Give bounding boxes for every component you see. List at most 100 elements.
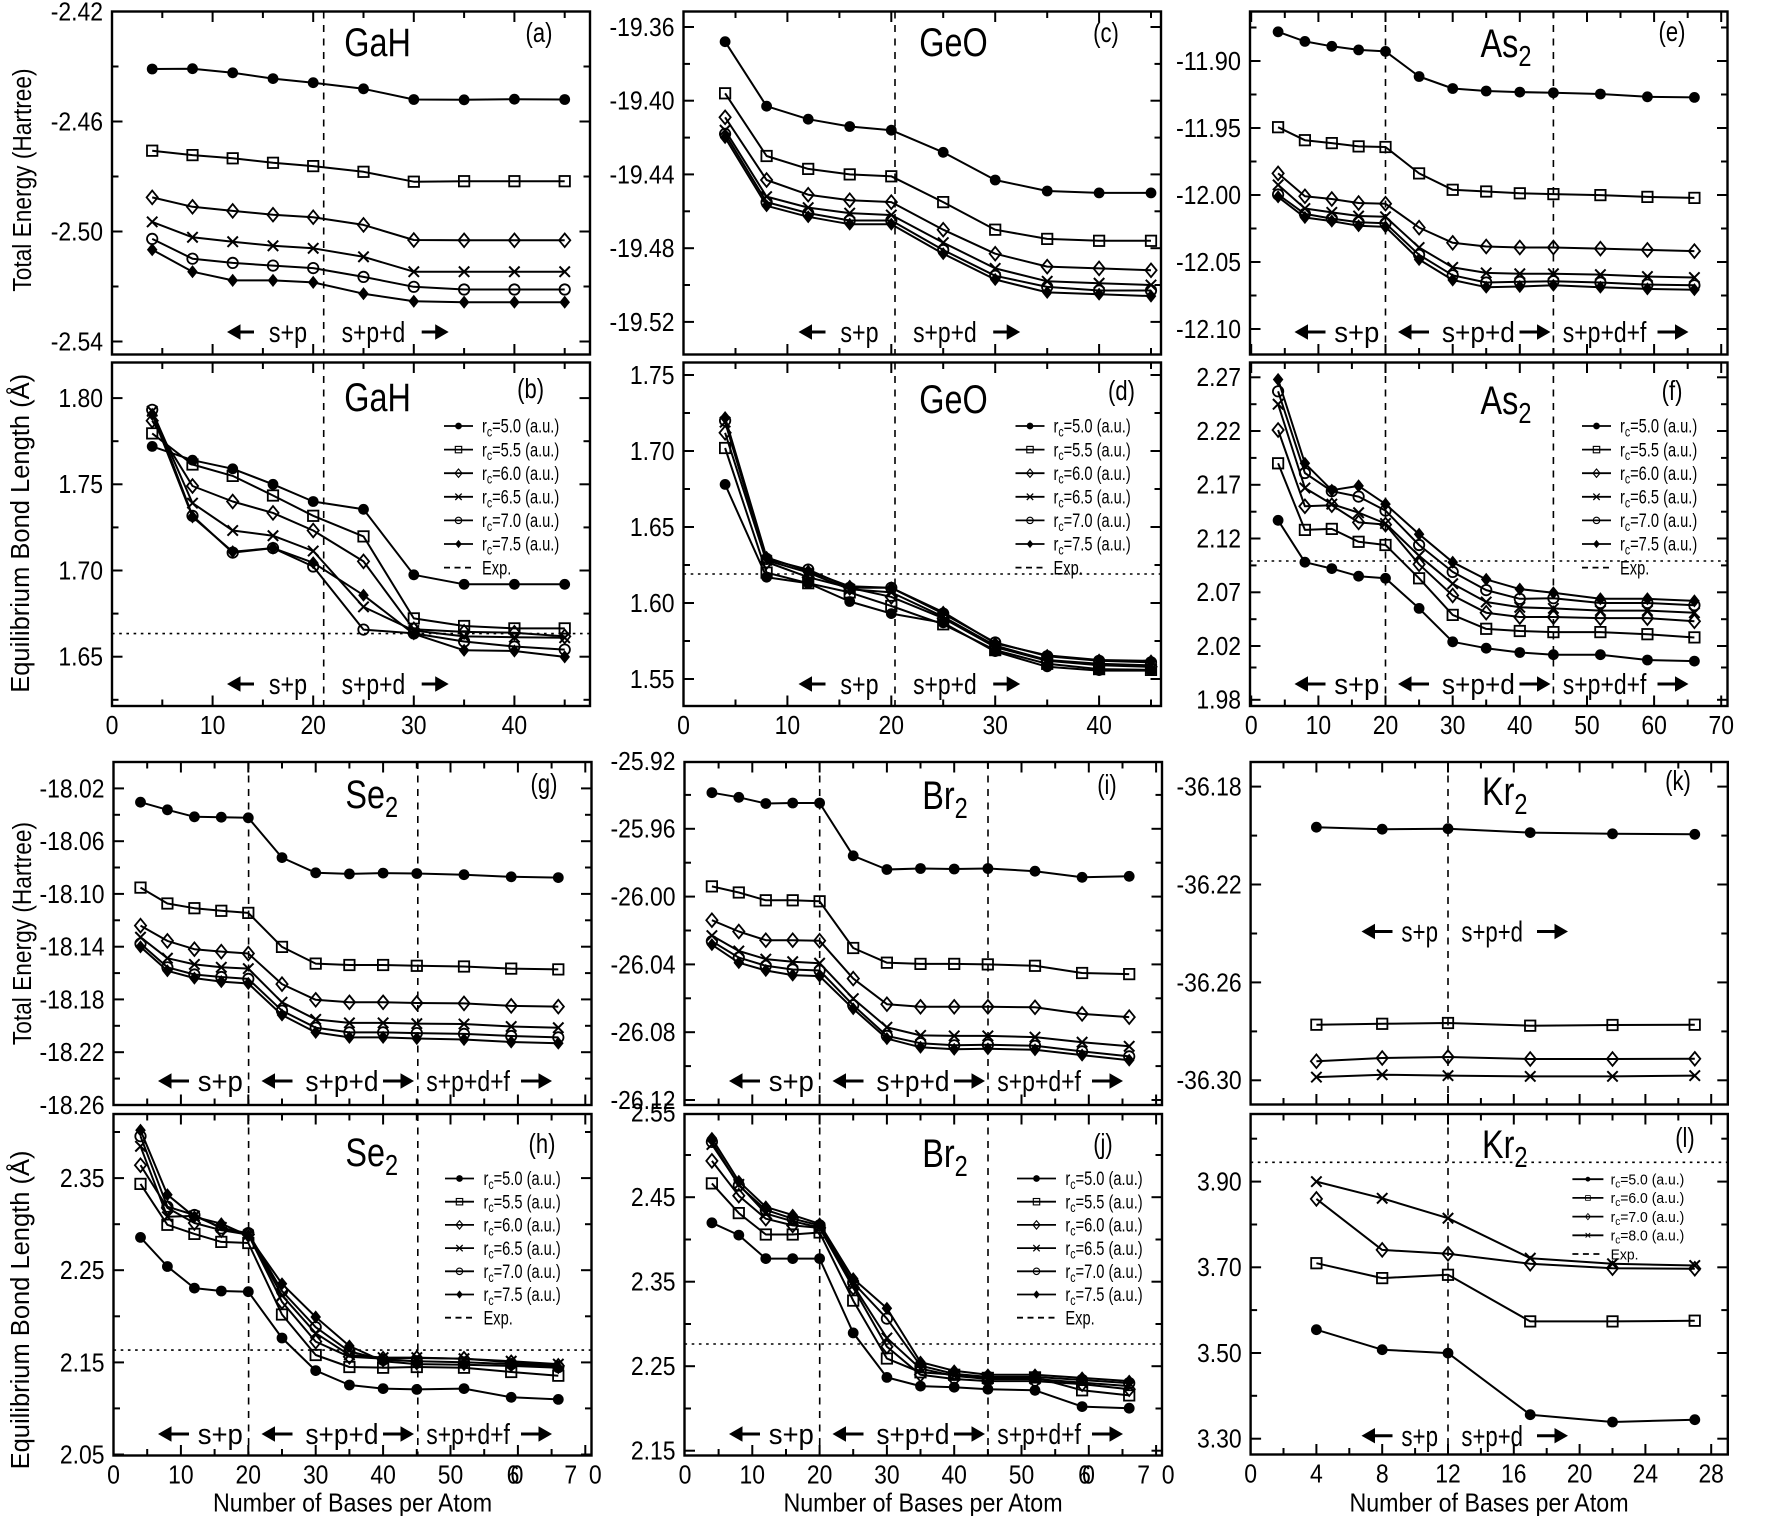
svg-text:-12.05: -12.05: [1176, 249, 1241, 277]
svg-text:2.07: 2.07: [1196, 579, 1241, 607]
svg-text:c: c: [487, 542, 492, 557]
svg-text:GaH: GaH: [344, 21, 411, 65]
svg-text:r: r: [1065, 1216, 1070, 1237]
svg-text:s+p: s+p: [1401, 917, 1438, 949]
svg-text:s+p+d: s+p+d: [342, 317, 406, 349]
svg-text:2.15: 2.15: [60, 1349, 105, 1377]
svg-text:2.35: 2.35: [60, 1165, 105, 1193]
svg-text:r: r: [482, 417, 487, 438]
svg-text:Kr: Kr: [1482, 1123, 1514, 1167]
svg-text:c: c: [1070, 1223, 1075, 1238]
svg-text:=7.5 (a.u.): =7.5 (a.u.): [492, 535, 559, 556]
svg-text:-26.08: -26.08: [610, 1019, 675, 1047]
svg-text:10: 10: [1306, 712, 1332, 740]
svg-text:-36.26: -36.26: [1177, 969, 1242, 997]
svg-text:r: r: [1620, 464, 1625, 485]
svg-text:r: r: [1620, 487, 1625, 508]
svg-text:Exp.: Exp.: [1054, 558, 1083, 579]
svg-text:-25.92: -25.92: [610, 748, 675, 776]
svg-text:=8.0 (a.u.): =8.0 (a.u.): [1620, 1228, 1684, 1245]
svg-text:(b): (b): [517, 373, 544, 404]
svg-text:-2.50: -2.50: [51, 218, 103, 246]
svg-text:s+p+d: s+p+d: [305, 1419, 378, 1451]
svg-text:0: 0: [1082, 1461, 1095, 1489]
svg-text:-18.06: -18.06: [39, 828, 104, 856]
svg-text:s+p: s+p: [198, 1066, 243, 1098]
svg-text:r: r: [484, 1285, 489, 1306]
svg-text:=5.5 (a.u.): =5.5 (a.u.): [1630, 440, 1697, 461]
svg-text:Number of Bases per Atom: Number of Bases per Atom: [213, 1488, 492, 1516]
svg-text:c: c: [1058, 424, 1063, 439]
svg-text:20: 20: [300, 712, 326, 740]
svg-text:s+p: s+p: [269, 317, 307, 349]
svg-text:0: 0: [589, 1461, 602, 1489]
svg-text:7: 7: [564, 1461, 577, 1489]
svg-text:-26.12: -26.12: [610, 1087, 675, 1115]
svg-text:r: r: [1065, 1192, 1070, 1213]
svg-text:(d): (d): [1108, 375, 1135, 406]
svg-text:0: 0: [107, 1461, 120, 1489]
svg-text:30: 30: [401, 712, 427, 740]
svg-text:c: c: [1615, 1216, 1621, 1228]
svg-text:r: r: [482, 535, 487, 556]
svg-text:As: As: [1481, 22, 1519, 66]
svg-text:r: r: [1065, 1169, 1070, 1190]
svg-text:=7.5 (a.u.): =7.5 (a.u.): [1630, 535, 1697, 556]
svg-text:(f): (f): [1662, 375, 1683, 406]
svg-text:r: r: [484, 1216, 489, 1237]
svg-text:r: r: [484, 1239, 489, 1260]
svg-text:r: r: [1065, 1239, 1070, 1260]
svg-text:c: c: [1615, 1235, 1621, 1247]
svg-text:=5.5 (a.u.): =5.5 (a.u.): [1064, 440, 1131, 461]
svg-text:c: c: [1070, 1177, 1075, 1192]
svg-text:s+p+d: s+p+d: [305, 1066, 378, 1098]
svg-text:=5.5 (a.u.): =5.5 (a.u.): [1076, 1192, 1143, 1213]
svg-text:-25.96: -25.96: [610, 816, 675, 844]
svg-text:3.50: 3.50: [1197, 1340, 1242, 1368]
svg-text:=7.0 (a.u.): =7.0 (a.u.): [492, 511, 559, 532]
svg-text:Br: Br: [922, 1132, 954, 1176]
svg-text:-18.26: -18.26: [39, 1092, 104, 1120]
svg-text:-11.95: -11.95: [1176, 115, 1241, 143]
svg-text:1.70: 1.70: [630, 438, 675, 466]
svg-text:c: c: [1070, 1270, 1075, 1285]
svg-text:0: 0: [677, 712, 690, 740]
svg-text:0: 0: [511, 1461, 524, 1489]
svg-text:8: 8: [1376, 1460, 1389, 1488]
svg-text:30: 30: [982, 712, 1008, 740]
svg-text:30: 30: [303, 1461, 329, 1489]
svg-text:=6.5 (a.u.): =6.5 (a.u.): [1630, 487, 1697, 508]
svg-text:=5.0 (a.u.): =5.0 (a.u.): [494, 1169, 561, 1190]
svg-text:1.60: 1.60: [630, 590, 675, 618]
svg-text:r: r: [1054, 487, 1059, 508]
svg-text:c: c: [487, 424, 492, 439]
svg-text:6: 6: [1078, 1461, 1091, 1489]
svg-text:=5.0 (a.u.): =5.0 (a.u.): [492, 417, 559, 438]
svg-text:c: c: [1625, 448, 1630, 463]
svg-text:40: 40: [1086, 712, 1112, 740]
svg-text:c: c: [1058, 542, 1063, 557]
svg-text:0: 0: [1244, 1460, 1257, 1488]
svg-text:s+p: s+p: [1401, 1421, 1438, 1453]
svg-text:2.25: 2.25: [631, 1353, 676, 1381]
svg-text:10: 10: [168, 1461, 194, 1489]
svg-text:r: r: [1620, 535, 1625, 556]
svg-text:28: 28: [1698, 1460, 1724, 1488]
svg-text:GeO: GeO: [919, 21, 987, 65]
svg-text:r: r: [1054, 535, 1059, 556]
svg-text:30: 30: [874, 1461, 900, 1489]
svg-text:(l): (l): [1675, 1122, 1695, 1153]
svg-text:-18.18: -18.18: [39, 986, 104, 1014]
svg-text:2: 2: [385, 792, 398, 824]
svg-text:2: 2: [955, 1151, 968, 1183]
svg-text:1.65: 1.65: [58, 644, 103, 672]
svg-text:-19.36: -19.36: [609, 14, 674, 42]
svg-text:As: As: [1481, 379, 1519, 423]
svg-text:Number of Bases per Atom: Number of Bases per Atom: [1349, 1488, 1628, 1516]
svg-text:c: c: [1625, 542, 1630, 557]
svg-text:c: c: [488, 1177, 493, 1192]
svg-text:r: r: [1065, 1285, 1070, 1306]
svg-text:Equilibrium Bond Length (Å): Equilibrium Bond Length (Å): [5, 1151, 35, 1470]
svg-text:Equilibrium Bond Length (Å): Equilibrium Bond Length (Å): [5, 374, 35, 693]
svg-text:=6.0 (a.u.): =6.0 (a.u.): [1076, 1216, 1143, 1237]
